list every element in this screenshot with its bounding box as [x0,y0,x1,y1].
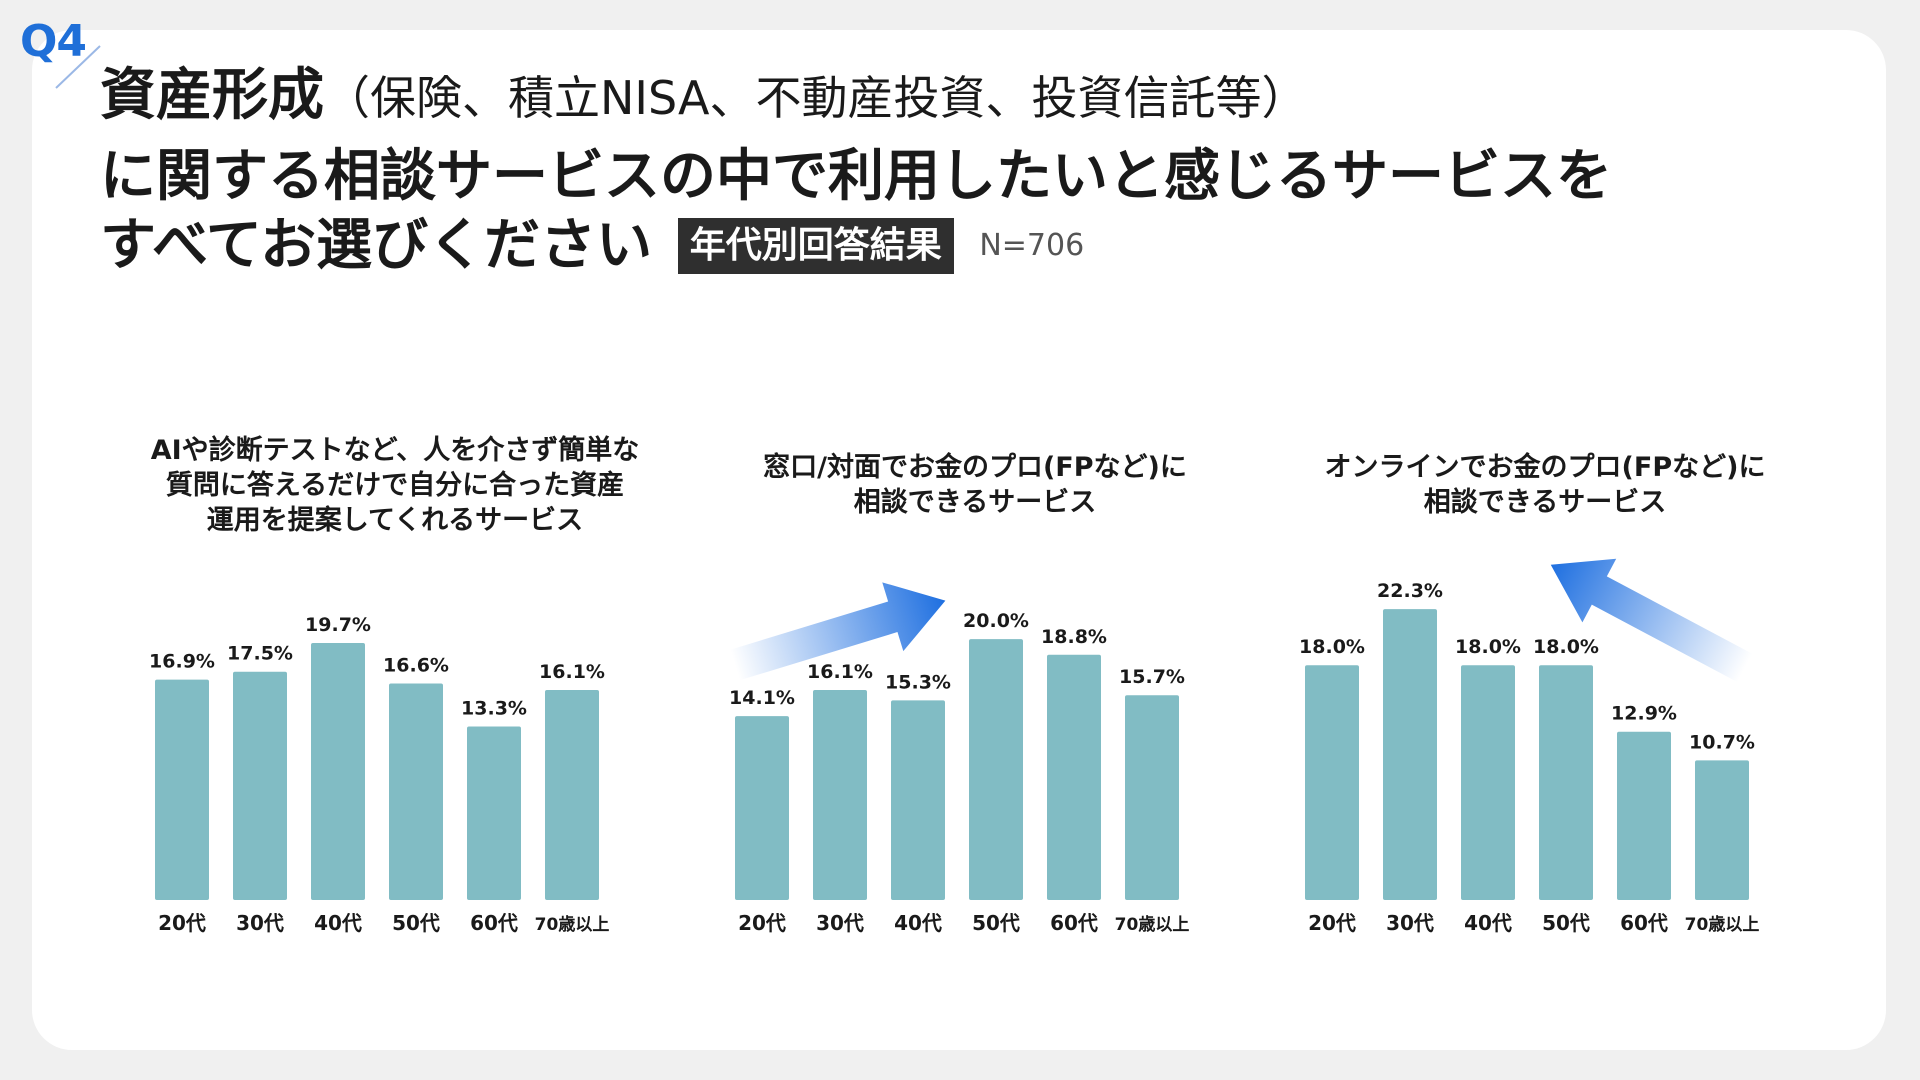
result-badge: 年代別回答結果 [677,217,954,274]
category-tick-label: 30代 [816,911,864,935]
bar-4 [389,683,443,900]
category-tick-label: 50代 [972,911,1020,935]
bar-value-label: 12.9% [1611,703,1677,725]
bar-2 [813,690,867,900]
bar-value-label: 18.0% [1533,636,1599,658]
bar-value-label: 19.7% [305,614,371,636]
category-tick-label: 20代 [158,911,206,935]
title-paren: （保険、積立NISA、不動産投資、投資信託等） [324,71,1308,125]
chart-svg: 16.9% 20代 17.5% 30代 19.7% 40代 16.6% 50代 13.3% 60代… [149,614,610,935]
trend-arrow-icon [730,582,946,681]
bar-1 [735,716,789,900]
category-tick-label: 60代 [1620,911,1668,935]
bar-2 [1383,609,1437,900]
category-tick-label: 30代 [1386,911,1434,935]
bar-1 [155,679,209,900]
category-tick-label: 40代 [314,911,362,935]
title-main: 資産形成 [100,63,324,128]
title-line3: すべてお選びください [100,212,653,278]
bar-6 [1695,760,1749,900]
bar-4 [1539,665,1593,900]
question-slash-decoration [55,45,101,89]
bar-value-label: 15.3% [885,671,951,693]
bar-value-label: 10.7% [1689,731,1755,753]
chart-ai-service: AIや診断テストなど、人を介さず簡単な 質問に答えるだけで自分に合った資産 運用… [115,430,675,950]
category-tick-label: 30代 [236,911,284,935]
bar-1 [1305,665,1359,900]
trend-arrow-icon [1550,558,1753,683]
category-tick-label: 50代 [392,911,440,935]
category-tick-label: 40代 [1464,911,1512,935]
category-tick-label: 60代 [1050,911,1098,935]
bar-6 [545,690,599,900]
bar-value-label: 16.1% [539,661,605,683]
page-title: 資産形成（保険、積立NISA、不動産投資、投資信託等） に関する相談サービスの中… [100,62,1800,280]
chart-online-service: オンラインでお金のプロ(FPなど)に 相談できるサービス 18.0% 20代 22.… [1265,430,1825,950]
bar-value-label: 18.0% [1455,636,1521,658]
bar-value-label: 18.0% [1299,636,1365,658]
bar-value-label: 14.1% [729,687,795,709]
bar-5 [1047,654,1101,900]
chart-title: 窓口/対面でお金のプロ(FPなど)に 相談できるサービス [763,452,1187,518]
bar-5 [467,726,521,900]
bar-3 [311,643,365,900]
bar-3 [1461,665,1515,900]
bar-value-label: 15.7% [1119,666,1185,688]
bar-value-label: 16.6% [383,654,449,676]
bar-value-label: 22.3% [1377,580,1443,602]
chart-svg: 14.1% 20代 16.1% 30代 15.3% 40代 20.0% 50代 18.8% 60代… [729,582,1190,935]
category-tick-label: 50代 [1542,911,1590,935]
bar-value-label: 17.5% [227,643,293,665]
bar-value-label: 18.8% [1041,626,1107,648]
category-tick-label: 20代 [1308,911,1356,935]
bar-value-label: 13.3% [461,698,527,720]
bar-value-label: 16.9% [149,651,215,673]
category-tick-label: 70歳以上 [1685,914,1760,935]
sample-size: N=706 [979,227,1085,263]
category-tick-label: 70歳以上 [1115,914,1190,935]
title-line2: に関する相談サービスの中で利用したいと感じるサービスを [100,144,1612,209]
bar-2 [233,671,287,900]
question-label: Q4 [20,16,87,67]
bar-5 [1617,731,1671,900]
bar-3 [891,700,945,900]
chart-svg: 18.0% 20代 22.3% 30代 18.0% 40代 18.0% 50代 12.9% 60代… [1299,558,1760,935]
category-tick-label: 20代 [738,911,786,935]
category-tick-label: 70歳以上 [535,914,610,935]
bar-4 [969,639,1023,900]
category-tick-label: 40代 [894,911,942,935]
category-tick-label: 60代 [470,911,518,935]
bar-value-label: 20.0% [963,610,1029,632]
bar-value-label: 16.1% [807,661,873,683]
chart-counter-service: 窓口/対面でお金のプロ(FPなど)に 相談できるサービス 14.1% 20代 16.… [695,430,1255,950]
chart-title: AIや診断テストなど、人を介さず簡単な 質問に答えるだけで自分に合った資産 運用… [150,434,640,536]
bar-6 [1125,695,1179,900]
chart-title: オンラインでお金のプロ(FPなど)に 相談できるサービス [1324,452,1766,518]
